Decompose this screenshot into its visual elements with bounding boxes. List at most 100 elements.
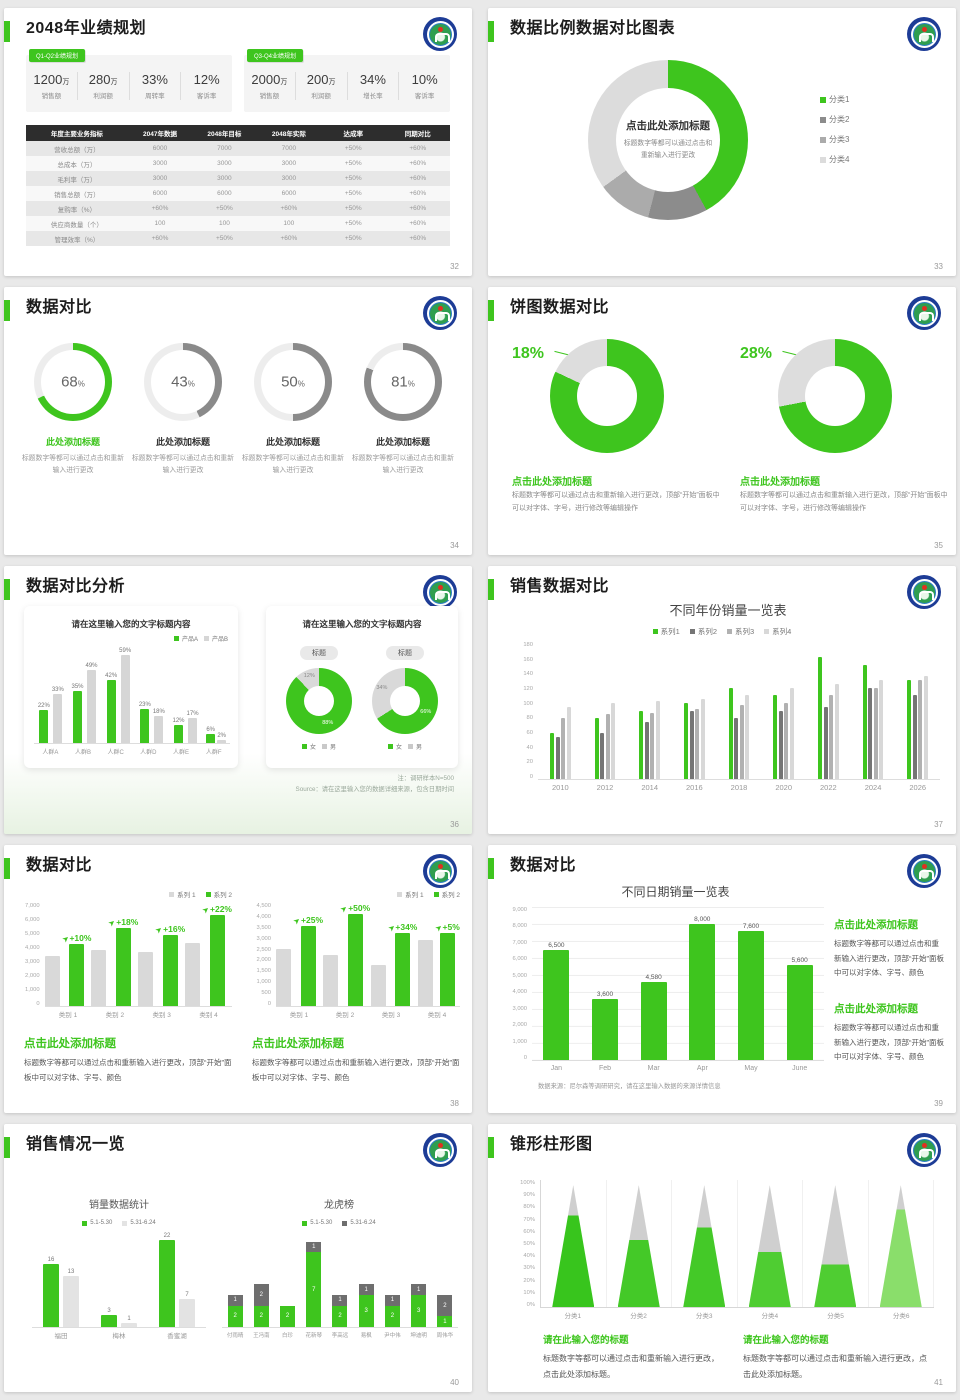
table-cell: +50% <box>216 205 233 212</box>
y-axis: 180 160 140 120 100 80 60 40 20 0 <box>514 642 538 780</box>
bar-chart: 180 160 140 120 100 80 60 40 20 0 2010 2012 2014 2016… <box>514 642 940 794</box>
legend-swatch <box>689 629 695 634</box>
table-header-row: 年度主要业务指标 2047年数据 2048年目标 2048年实际 达成率 同期对比 <box>26 125 450 141</box>
table-cell: 6000 <box>217 190 232 197</box>
y-axis: 4,500 4,000 3,500 3,000 2,500 2,000 1,500 1,000… <box>252 903 276 1007</box>
legend-label: 5.31-6.24 <box>350 1220 376 1226</box>
stack-segment: 1 <box>411 1284 427 1295</box>
table-cell: +60% <box>151 205 169 212</box>
slide-thumbnail-38[interactable]: 数据对比 系列 1 系列 2 7,000 6,000 5,000 4,000 3,000 2,… <box>4 845 472 1113</box>
category-label: 2010 <box>551 782 569 792</box>
title-accent-bar <box>488 300 494 321</box>
bar-column <box>594 642 599 779</box>
table-cell: 6000 <box>152 145 168 152</box>
table-cell: 3000 <box>281 175 297 182</box>
chart-legend: 系列1 系列2 系列3 系列4 <box>488 626 956 637</box>
growth-arrow-icon: ➤ <box>292 916 302 926</box>
ring-hole <box>371 350 435 414</box>
bar-chart: 4,500 4,000 3,500 3,000 2,500 2,000 1,500 1,000… <box>252 903 460 1021</box>
bar-column <box>611 642 616 779</box>
bar <box>116 928 132 1006</box>
legend-label: 系列 1 <box>405 892 424 899</box>
legend-item: 系列4 <box>764 626 791 637</box>
bar <box>348 914 364 1006</box>
bar <box>778 710 783 779</box>
title-accent-bar <box>4 300 10 321</box>
slide-thumbnail-35[interactable]: 饼图数据对比 18% 点击此处添加标题 标题数字等都可以通过点击和重新输入进行更改，… <box>488 287 956 555</box>
bar-group: ➤+10% <box>44 903 91 1006</box>
bar-chart: 7,000 6,000 5,000 4,000 3,000 2,000 1,000 0 ➤+10… <box>24 903 232 1021</box>
table-cell: +60% <box>151 235 169 242</box>
legend-item: 女 <box>387 742 402 751</box>
ring-heading: 此处添加标题 <box>375 437 430 447</box>
slide-thumbnail-33[interactable]: 数据比例数据对比图表 点击此处添加标题 标题数字等都可以通过点击和重新输入进行更… <box>488 8 956 276</box>
bar-value-label: ➤+5% <box>434 921 460 933</box>
category-label: 2020 <box>775 782 793 792</box>
bar-value-label: 6,500 <box>548 941 565 949</box>
bar-column: 6% <box>206 646 216 743</box>
category-label: 易枫 <box>360 1333 372 1339</box>
y-axis-tick: 3,500 <box>256 924 271 931</box>
table-cell: 6000 <box>281 190 297 197</box>
bar-column <box>605 642 610 779</box>
bar <box>555 737 560 779</box>
logo-figures <box>434 311 450 321</box>
bar <box>159 1239 175 1327</box>
y-axis: 100% 90% 80% 70% 60% 50% 40% 30% 20% 10% 0% <box>516 1180 540 1308</box>
cone-column <box>672 1180 738 1307</box>
category-label: 分类6 <box>892 1313 910 1320</box>
legend-item: 系列1 <box>652 626 680 637</box>
legend-item: 女 <box>301 742 316 751</box>
chart-title: 不同日期销量一览表 <box>621 885 730 899</box>
logo-red-dot <box>921 584 927 590</box>
slide-thumbnail-36[interactable]: 数据对比分析 请在这里输入您的文字标题内容 产品A 产品B 22% 33% 35% 49… <box>4 566 472 834</box>
donut-chart <box>550 339 664 453</box>
donut-segment-label: 88% <box>322 720 334 727</box>
bar <box>217 740 227 743</box>
bar-column <box>834 642 839 779</box>
table-row: 管理效率（%） +60% +50% +60% +50% +60% <box>26 231 450 246</box>
kpi-stat: 1200万 销售额 <box>26 72 77 100</box>
title-accent-bar <box>4 858 10 879</box>
bar-value-label: ➤+22% <box>201 903 232 915</box>
legend-label: 产品B <box>211 637 228 643</box>
page-number: 39 <box>934 1099 943 1108</box>
bar-value-label: 7,600 <box>742 922 760 930</box>
slide-thumbnail-39[interactable]: 数据对比 不同日期销量一览表 9,000 8,000 7,000 6,000 5,000… <box>488 845 956 1113</box>
legend-label: 系列4 <box>772 627 792 636</box>
slide-thumbnail-34[interactable]: 数据对比 68% 此处添加标题 标题数字等都可以通过点击和重新输入进行更改 43% 此处… <box>4 287 472 555</box>
progress-ring-item: 50% 此处添加标题 标题数字等都可以通过点击和重新输入进行更改 <box>242 343 344 477</box>
table-cell: +50% <box>344 160 362 167</box>
bar <box>206 734 216 743</box>
bar-column: ➤+22% <box>201 903 232 1006</box>
bar <box>106 680 116 743</box>
y-axis-tick: 20 <box>526 759 533 766</box>
progress-ring <box>364 343 442 421</box>
slide-thumbnail-32[interactable]: 2048年业绩规划 Q1-Q2业绩规划 1200万 销售额 280万 利润额 33% 周转率… <box>4 8 472 276</box>
bar-column: 12% <box>173 646 185 743</box>
ring-wrap: 68% <box>34 343 112 421</box>
slide-thumbnail-37[interactable]: 销售数据对比 不同年份销量一览表 系列1 系列2 系列3 系列4 180 160 140 1… <box>488 566 956 834</box>
school-logo-icon <box>423 854 457 888</box>
category-label: 分类1 <box>564 1313 582 1320</box>
y-axis-tick: 60 <box>526 729 533 736</box>
slide-thumbnail-40[interactable]: 销售情况一览 销量数据统计 5.1-5.30 5.31-6.24 16 13 3 1 22… <box>4 1124 472 1392</box>
y-axis-tick: 3,000 <box>512 1005 527 1012</box>
logo-outer-ring <box>907 296 941 330</box>
legend-swatch <box>820 96 826 103</box>
legend-item: 5.31-6.24 <box>122 1220 156 1226</box>
category-label: May <box>744 1064 758 1072</box>
bar <box>417 939 433 1006</box>
bar-group: ➤+5% <box>417 903 460 1006</box>
slide-thumbnail-41[interactable]: 锥形柱形图 100% 90% 80% 70% 60% 50% 40% 30% 20% 10% 0% 分… <box>488 1124 956 1392</box>
title-accent-bar <box>488 579 494 600</box>
bar-group: 12% 17% <box>173 646 199 743</box>
bar-value-label: ➤+16% <box>155 924 186 936</box>
bar <box>120 654 130 743</box>
title-accent-bar <box>488 1137 494 1158</box>
bar-group: 42% 59% <box>105 646 131 743</box>
